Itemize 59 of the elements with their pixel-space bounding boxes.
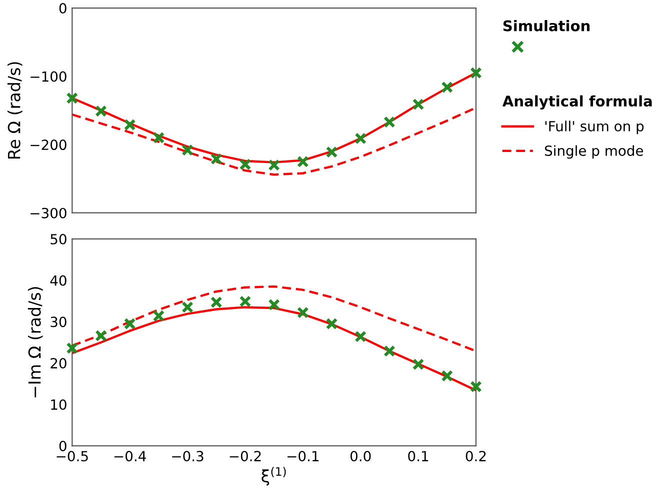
line-series — [72, 285, 476, 352]
y-axis-title: −Im Ω (rad/s) — [28, 287, 43, 398]
point — [152, 132, 165, 144]
y-tick-label: 50 — [50, 234, 66, 244]
point — [354, 330, 367, 342]
point — [470, 380, 482, 393]
x-tick-label: 0.0 — [350, 450, 371, 462]
x-tick-label: −0.4 — [114, 450, 146, 462]
legend-label: 'Full' sum on p — [545, 120, 644, 134]
point — [152, 310, 165, 322]
x-tick-label: −0.5 — [56, 450, 88, 462]
x-tick-label: 0.1 — [408, 450, 428, 462]
point — [210, 152, 222, 165]
x-tick-label: 0.2 — [466, 450, 486, 462]
point — [441, 81, 454, 94]
text: Analytical formula — [502, 95, 652, 110]
line-series — [72, 72, 476, 164]
point — [124, 318, 136, 330]
point — [354, 132, 367, 144]
point — [124, 118, 136, 131]
legend-label: Single p mode — [544, 145, 644, 159]
y-tick-label: −200 — [30, 140, 66, 150]
y-axis-title: Re Ω (rad/s) — [7, 62, 22, 158]
point — [326, 318, 338, 330]
point — [296, 306, 309, 319]
point — [268, 159, 280, 171]
line-series — [72, 106, 476, 176]
point — [182, 144, 194, 156]
legend-title: Simulation — [503, 20, 590, 32]
point — [182, 301, 194, 314]
point — [441, 370, 454, 382]
y-tick-label: 20 — [50, 358, 66, 369]
y-tick-label: 0 — [59, 440, 66, 452]
point — [239, 158, 252, 170]
point — [268, 298, 280, 311]
y-tick-label: 0 — [59, 3, 66, 14]
x-tick-label: −0.2 — [230, 450, 261, 462]
y-tick-label: −100 — [30, 71, 66, 82]
point — [412, 358, 424, 370]
point — [66, 92, 78, 104]
point — [412, 98, 424, 110]
point — [239, 295, 252, 308]
point — [384, 116, 396, 128]
y-tick-label: 40 — [50, 275, 66, 286]
point — [95, 105, 107, 118]
point — [210, 296, 222, 308]
y-tick-label: 10 — [51, 399, 66, 410]
y-tick-label: −300 — [30, 208, 66, 218]
point — [384, 345, 396, 357]
x-tick-label: −0.3 — [172, 450, 204, 462]
point — [95, 330, 107, 342]
point — [470, 66, 482, 79]
point — [326, 146, 338, 158]
y-tick-label: 30 — [50, 316, 66, 328]
x-tick-label: −0.1 — [288, 450, 318, 462]
line-series — [72, 306, 476, 392]
point — [296, 156, 309, 168]
x-axis-title: ξ$^{(1)}$ — [262, 466, 286, 486]
point — [66, 342, 78, 354]
